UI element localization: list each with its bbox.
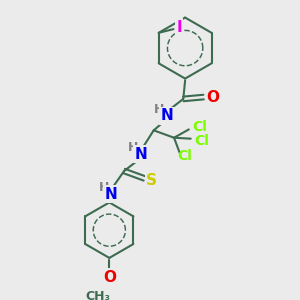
Text: N: N [160,108,173,123]
Text: N: N [105,187,118,202]
Text: S: S [146,173,157,188]
Text: Cl: Cl [194,134,209,148]
Text: CH₃: CH₃ [86,290,111,300]
Text: O: O [103,270,116,285]
Text: Cl: Cl [193,120,207,134]
Text: H: H [128,141,139,154]
Text: H: H [99,181,109,194]
Text: H: H [154,103,164,116]
Text: O: O [206,90,219,105]
Text: N: N [134,147,147,162]
Text: Cl: Cl [178,149,193,163]
Text: I: I [176,20,182,35]
